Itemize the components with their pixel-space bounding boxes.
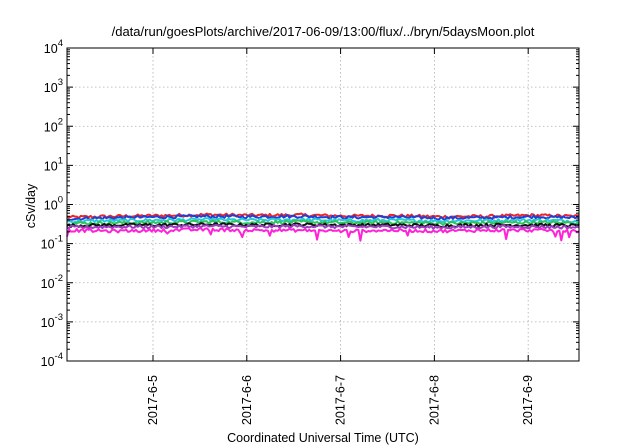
series-line [67,219,580,226]
series-line [66,223,580,230]
y-tick-label: 102 [44,116,63,134]
y-tick-label: 104 [44,38,63,56]
y-tick-label: 10-1 [41,234,63,252]
y-tick-label: 100 [44,195,63,213]
chart-title: /data/run/goesPlots/archive/2017-06-09/1… [112,24,535,39]
x-tick-label: 2017-6-8 [427,375,441,425]
x-tick-label: 2017-6-9 [521,375,535,425]
y-tick-label: 10-4 [41,351,63,369]
x-tick-label: 2017-6-6 [240,375,254,425]
x-tick-label: 2017-6-7 [334,375,348,425]
grid-layer [67,48,579,361]
x-tick-label: 2017-6-5 [146,375,160,425]
series-line [66,227,580,242]
y-tick-label: 10-3 [41,312,63,330]
y-tick-label: 103 [44,77,63,95]
series-line [66,213,580,222]
series-line [66,217,580,224]
y-axis-label: cSv/day [24,183,38,228]
y-tick-label: 101 [44,155,63,173]
series-layer [66,212,580,242]
x-axis-label: Coordinated Universal Time (UTC) [227,431,419,445]
y-tick-label: 10-2 [41,273,63,291]
plot-frame [66,47,580,362]
